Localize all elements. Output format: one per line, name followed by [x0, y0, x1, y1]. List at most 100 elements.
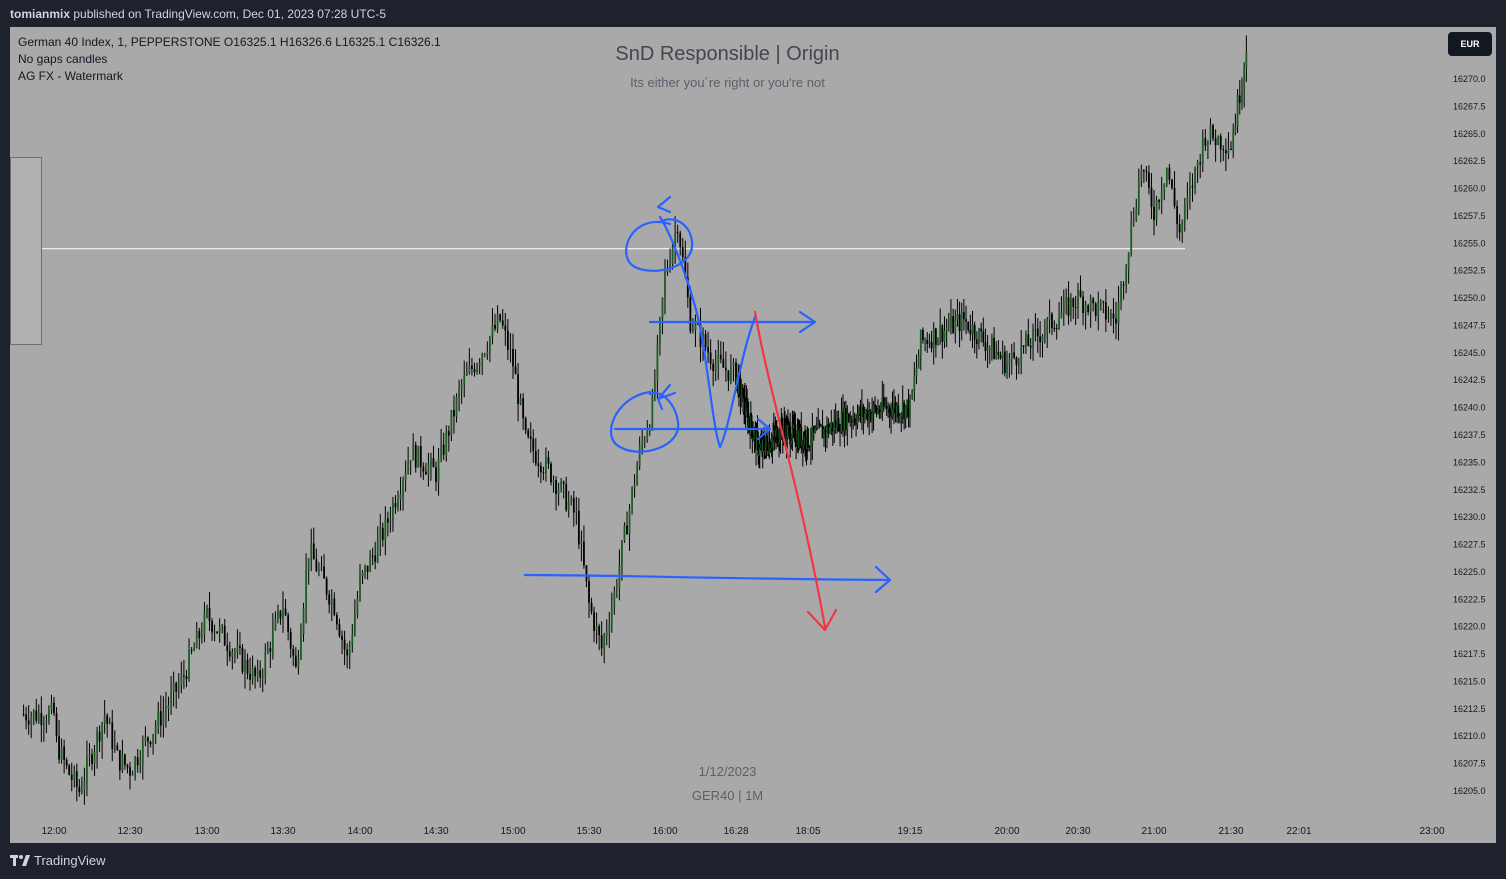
- candle: [96, 726, 98, 769]
- candle: [901, 385, 904, 424]
- candle-body: [22, 714, 25, 716]
- candle-body: [997, 351, 1000, 356]
- candle-body: [83, 781, 86, 790]
- candle-body: [1112, 313, 1115, 319]
- x-tick-label: 13:30: [270, 826, 295, 837]
- candle-body: [917, 356, 920, 369]
- candle: [694, 314, 697, 347]
- y-tick-label: 16232.5: [1453, 485, 1486, 495]
- candle-body: [259, 670, 262, 678]
- candle-body: [1020, 345, 1023, 365]
- candle: [653, 369, 656, 402]
- candle-body: [93, 751, 96, 765]
- candle-body: [447, 431, 450, 436]
- candle-body: [376, 539, 379, 562]
- price-chart[interactable]: 16270.0 16267.5 16265.0 16262.5 16260.0 16257…: [10, 27, 1496, 843]
- candle: [545, 447, 547, 482]
- candle-body: [730, 365, 732, 381]
- candle-body: [585, 565, 588, 582]
- candle-body: [762, 438, 765, 442]
- tradingview-logo[interactable]: TradingView: [10, 853, 106, 868]
- candle-body: [68, 765, 71, 775]
- candle: [897, 393, 900, 424]
- x-tick-label: 20:00: [994, 826, 1019, 837]
- candle-body: [969, 329, 972, 335]
- candle: [60, 738, 63, 764]
- candle-body: [336, 614, 338, 625]
- candle: [807, 427, 809, 452]
- candle-body: [399, 494, 402, 500]
- candle: [506, 319, 509, 360]
- candle-body: [885, 405, 888, 410]
- currency-badge[interactable]: EUR: [1448, 32, 1492, 56]
- candle: [343, 630, 346, 666]
- candle: [975, 331, 978, 359]
- arrow-right-upper: [648, 310, 817, 334]
- candle-body: [545, 457, 547, 473]
- candle-body: [772, 436, 775, 439]
- candle-body: [633, 484, 636, 488]
- candle: [661, 297, 664, 335]
- candle: [1107, 306, 1110, 323]
- candle-body: [608, 625, 611, 632]
- candle-body: [116, 745, 119, 751]
- candle-body: [264, 652, 267, 676]
- candle-body: [769, 441, 772, 451]
- candle: [800, 412, 803, 454]
- candle-body: [1089, 298, 1092, 313]
- candle-body: [865, 410, 868, 414]
- candle: [681, 238, 684, 261]
- candle: [1003, 345, 1006, 377]
- candle: [621, 540, 623, 581]
- candle-body: [162, 712, 165, 726]
- candle: [666, 259, 669, 276]
- candle-body: [236, 645, 239, 653]
- candle: [351, 623, 354, 653]
- candle: [1153, 190, 1155, 236]
- candle-body: [1039, 336, 1042, 343]
- candle: [971, 310, 974, 348]
- candle-body: [369, 555, 372, 572]
- left-panel-widget[interactable]: [10, 157, 42, 345]
- candle-body: [818, 423, 821, 426]
- publish-header: tomianmix published on TradingView.com, …: [0, 0, 1506, 28]
- y-tick-label: 16252.5: [1453, 266, 1486, 276]
- candle: [828, 422, 831, 434]
- candle: [842, 394, 844, 437]
- indicator-legend-gaps[interactable]: No gaps candles: [18, 52, 108, 66]
- indicator-legend-watermark[interactable]: AG FX - Watermark: [18, 69, 123, 83]
- candle: [282, 591, 284, 633]
- candle-body: [180, 675, 183, 685]
- candle: [1163, 183, 1166, 201]
- watermark-title: SnD Responsible | Origin: [615, 43, 840, 65]
- candle-body: [1168, 167, 1171, 180]
- candle-body: [108, 722, 111, 724]
- candle: [55, 707, 58, 743]
- y-tick-label: 16207.5: [1453, 759, 1486, 769]
- candle-body: [1153, 206, 1155, 221]
- candle-body: [653, 381, 656, 397]
- candle: [180, 661, 183, 694]
- candle-body: [279, 610, 282, 619]
- candle: [712, 359, 715, 387]
- y-tick-label: 16262.5: [1453, 156, 1486, 166]
- candle: [279, 609, 282, 625]
- symbol-legend[interactable]: German 40 Index, 1, PEPPERSTONE O16325.1…: [18, 35, 441, 49]
- candle: [501, 308, 504, 329]
- candle-body: [679, 233, 682, 248]
- candle: [37, 704, 40, 724]
- candle: [361, 570, 364, 585]
- x-tick-label: 14:30: [423, 826, 448, 837]
- candle-body: [91, 754, 93, 765]
- chart-area[interactable]: 16270.0 16267.5 16265.0 16262.5 16260.0 16257…: [10, 27, 1496, 843]
- candle: [445, 425, 448, 462]
- candle-body: [913, 376, 916, 392]
- x-tick-label: 20:30: [1065, 826, 1090, 837]
- candle: [139, 750, 142, 774]
- candle: [960, 302, 963, 341]
- candle-body: [636, 465, 639, 485]
- publisher-name[interactable]: tomianmix: [10, 7, 71, 21]
- candle: [628, 503, 631, 551]
- candle: [909, 394, 911, 428]
- candle-body: [717, 354, 720, 365]
